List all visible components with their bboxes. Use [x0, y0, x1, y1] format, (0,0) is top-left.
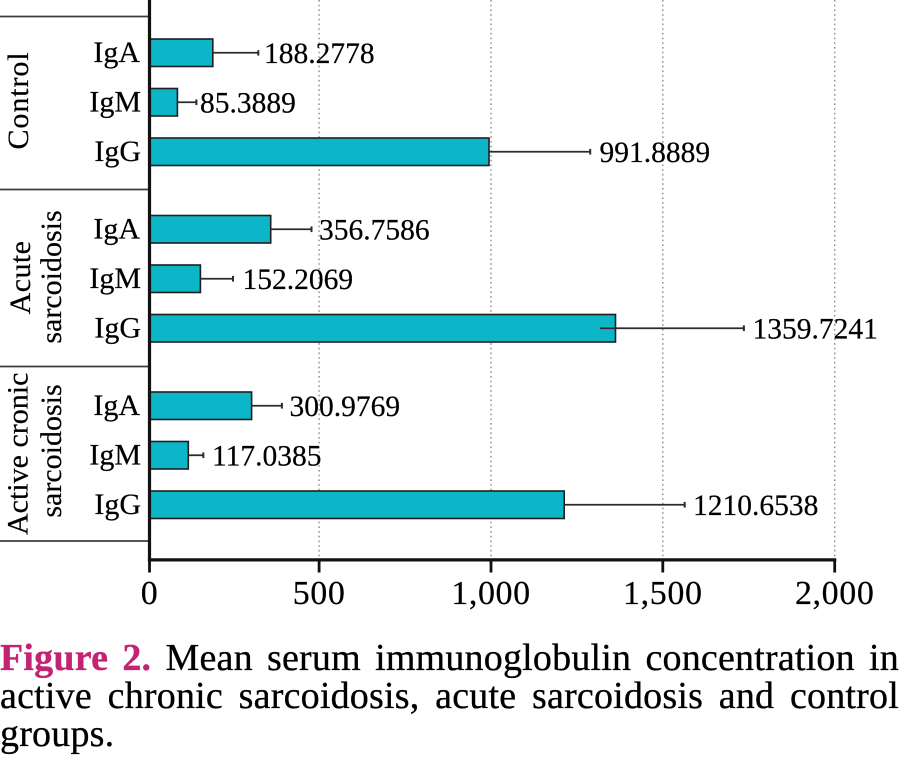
svg-text:85.3889: 85.3889: [200, 88, 296, 120]
svg-text:IgA: IgA: [93, 389, 140, 422]
svg-text:IgA: IgA: [93, 212, 140, 245]
svg-text:0: 0: [141, 575, 159, 612]
svg-text:IgG: IgG: [94, 311, 141, 344]
svg-text:991.8889: 991.8889: [600, 137, 711, 169]
svg-text:152.2069: 152.2069: [243, 264, 354, 296]
svg-text:188.2778: 188.2778: [264, 38, 375, 70]
svg-text:Control: Control: [2, 52, 35, 150]
svg-text:IgM: IgM: [89, 262, 141, 295]
svg-text:Acute: Acute: [4, 241, 37, 315]
svg-text:356.7586: 356.7586: [319, 215, 430, 247]
svg-text:IgG: IgG: [94, 135, 141, 168]
svg-text:2,000: 2,000: [795, 575, 875, 612]
svg-text:IgA: IgA: [93, 36, 140, 69]
svg-text:1,000: 1,000: [451, 575, 531, 612]
svg-text:sarcoidosis: sarcoidosis: [35, 210, 68, 343]
svg-text:Active cronic: Active cronic: [2, 373, 35, 535]
svg-text:1359.7241: 1359.7241: [753, 314, 878, 346]
svg-text:1210.6538: 1210.6538: [693, 490, 818, 522]
svg-text:117.0385: 117.0385: [212, 441, 322, 473]
svg-text:IgM: IgM: [89, 85, 141, 118]
svg-text:500: 500: [293, 575, 346, 612]
svg-text:IgG: IgG: [94, 488, 141, 521]
svg-text:IgM: IgM: [89, 438, 141, 471]
svg-text:1,500: 1,500: [623, 575, 703, 612]
svg-text:sarcoidosis: sarcoidosis: [35, 384, 68, 517]
svg-text:300.9769: 300.9769: [290, 391, 401, 423]
